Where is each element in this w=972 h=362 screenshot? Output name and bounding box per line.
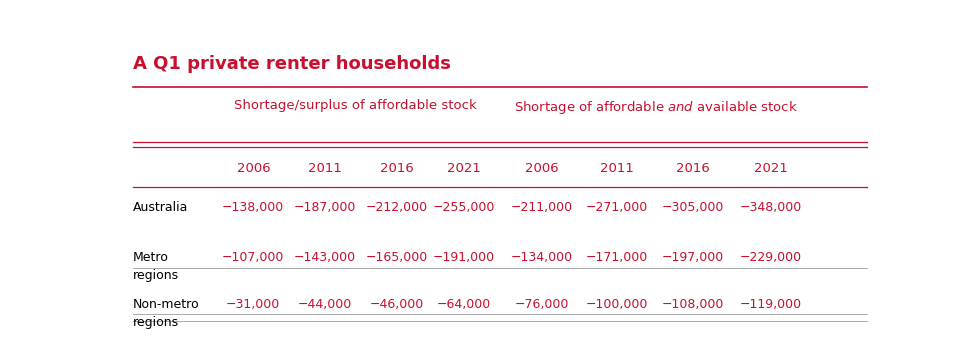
Text: −31,000: −31,000 xyxy=(226,299,281,311)
Text: −107,000: −107,000 xyxy=(223,251,285,264)
Text: −255,000: −255,000 xyxy=(434,201,496,214)
Text: −165,000: −165,000 xyxy=(365,251,428,264)
Text: −211,000: −211,000 xyxy=(510,201,573,214)
Text: −171,000: −171,000 xyxy=(586,251,648,264)
Text: −64,000: −64,000 xyxy=(437,299,492,311)
Text: 2011: 2011 xyxy=(308,162,342,175)
Text: −134,000: −134,000 xyxy=(510,251,573,264)
Text: −138,000: −138,000 xyxy=(223,201,285,214)
Text: Shortage of affordable $\it{and}$ available stock: Shortage of affordable $\it{and}$ availa… xyxy=(514,99,798,116)
Text: 2021: 2021 xyxy=(754,162,787,175)
Text: 2021: 2021 xyxy=(447,162,481,175)
Text: −197,000: −197,000 xyxy=(661,251,723,264)
Text: −212,000: −212,000 xyxy=(365,201,428,214)
Text: −143,000: −143,000 xyxy=(294,251,356,264)
Text: −305,000: −305,000 xyxy=(661,201,724,214)
Text: 2006: 2006 xyxy=(236,162,270,175)
Text: −229,000: −229,000 xyxy=(740,251,802,264)
Text: Non-metro
regions: Non-metro regions xyxy=(133,299,199,329)
Text: −348,000: −348,000 xyxy=(740,201,802,214)
Text: −76,000: −76,000 xyxy=(514,299,569,311)
Text: −191,000: −191,000 xyxy=(434,251,496,264)
Text: Shortage/surplus of affordable stock: Shortage/surplus of affordable stock xyxy=(233,99,476,112)
Text: 2006: 2006 xyxy=(525,162,559,175)
Text: A Q1 private renter households: A Q1 private renter households xyxy=(133,55,451,73)
Text: −187,000: −187,000 xyxy=(294,201,356,214)
Text: −44,000: −44,000 xyxy=(297,299,352,311)
Text: Metro
regions: Metro regions xyxy=(133,251,179,282)
Text: 2016: 2016 xyxy=(380,162,413,175)
Text: −100,000: −100,000 xyxy=(586,299,648,311)
Text: Australia: Australia xyxy=(133,201,189,214)
Text: 2016: 2016 xyxy=(676,162,710,175)
Text: −271,000: −271,000 xyxy=(586,201,648,214)
Text: 2011: 2011 xyxy=(601,162,634,175)
Text: −108,000: −108,000 xyxy=(661,299,724,311)
Text: −46,000: −46,000 xyxy=(369,299,424,311)
Text: −119,000: −119,000 xyxy=(740,299,802,311)
